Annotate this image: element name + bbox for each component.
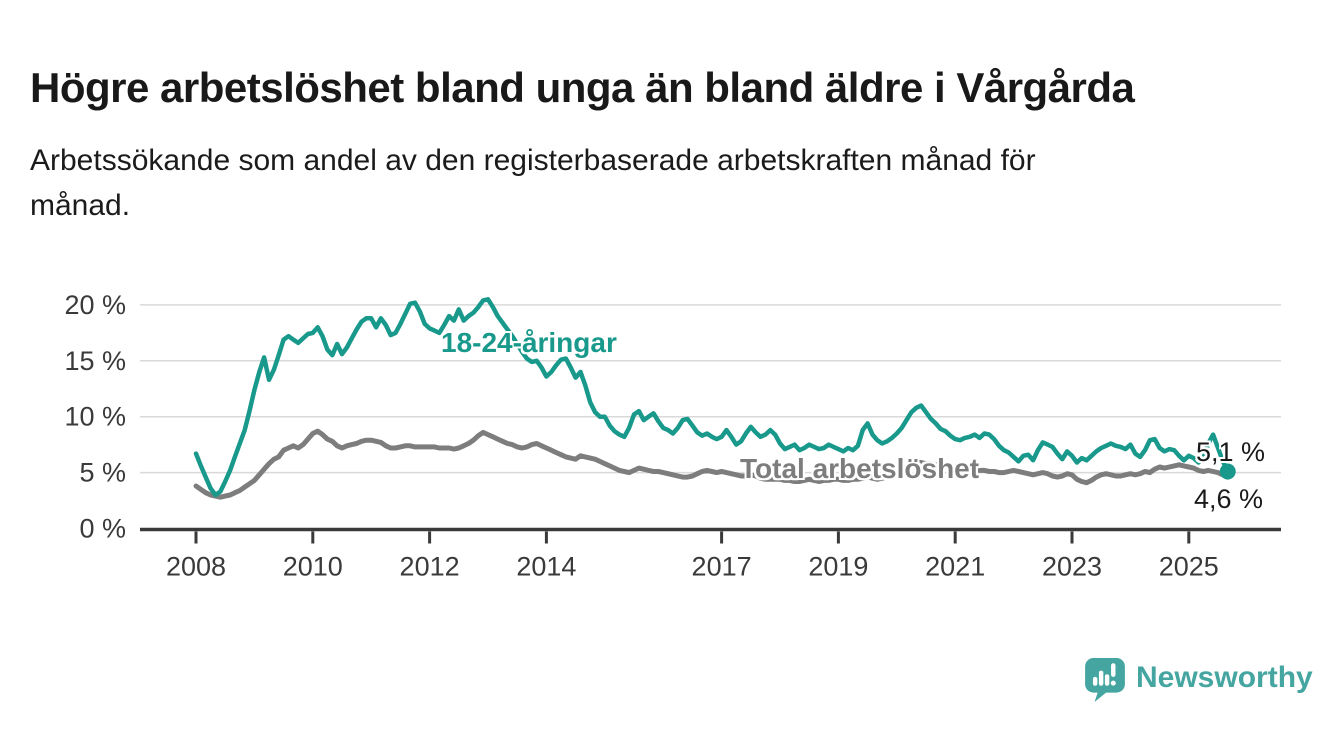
y-tick-label-5: 5 % — [79, 458, 126, 488]
y-tick-label-15: 15 % — [64, 346, 126, 376]
chart-subtitle: Arbetssökande som andel av den registerb… — [30, 138, 1036, 228]
y-tick-label-0: 0 % — [79, 514, 126, 544]
x-tick-label-2014: 2014 — [516, 552, 576, 582]
x-tick-label-2025: 2025 — [1159, 552, 1219, 582]
series-line-18-24-ringar — [193, 297, 1230, 498]
series-line-total-arbetsl-shet — [193, 428, 1231, 500]
bar-3 — [1104, 674, 1110, 686]
series-end-dot — [1219, 463, 1236, 480]
chart-subtitle-line-2: månad. — [30, 189, 131, 222]
exclamation-dot — [1110, 680, 1116, 686]
page-title: Högre arbetslöshet bland unga än bland ä… — [30, 64, 1135, 112]
x-tick-label-2008: 2008 — [166, 552, 226, 582]
x-tick-label-2021: 2021 — [925, 552, 985, 582]
series-label-total: Total arbetslöshet — [740, 453, 980, 484]
bar-1 — [1092, 676, 1098, 686]
newsworthy-logo-icon — [1085, 658, 1125, 702]
x-tick-label-2019: 2019 — [808, 552, 868, 582]
end-value-label-youth: 5,1 % — [1196, 437, 1266, 467]
y-tick-label-10: 10 % — [64, 402, 126, 432]
bar-2 — [1098, 670, 1104, 686]
x-tick-label-2017: 2017 — [692, 552, 752, 582]
y-tick-label-20: 20 % — [64, 290, 126, 320]
x-tick-label-2023: 2023 — [1042, 552, 1102, 582]
exclamation-bar — [1111, 663, 1116, 677]
newsworthy-logo: Newsworthy — [1085, 658, 1313, 702]
chart-subtitle-line-1: Arbetssökande som andel av den registerb… — [30, 144, 1036, 177]
x-tick-label-2010: 2010 — [283, 552, 343, 582]
x-tick-label-2012: 2012 — [400, 552, 460, 582]
series-label-youth: 18-24-åringar — [441, 327, 617, 358]
end-value-label-total: 4,6 % — [1194, 484, 1264, 514]
newsworthy-logo-text: Newsworthy — [1136, 661, 1313, 694]
